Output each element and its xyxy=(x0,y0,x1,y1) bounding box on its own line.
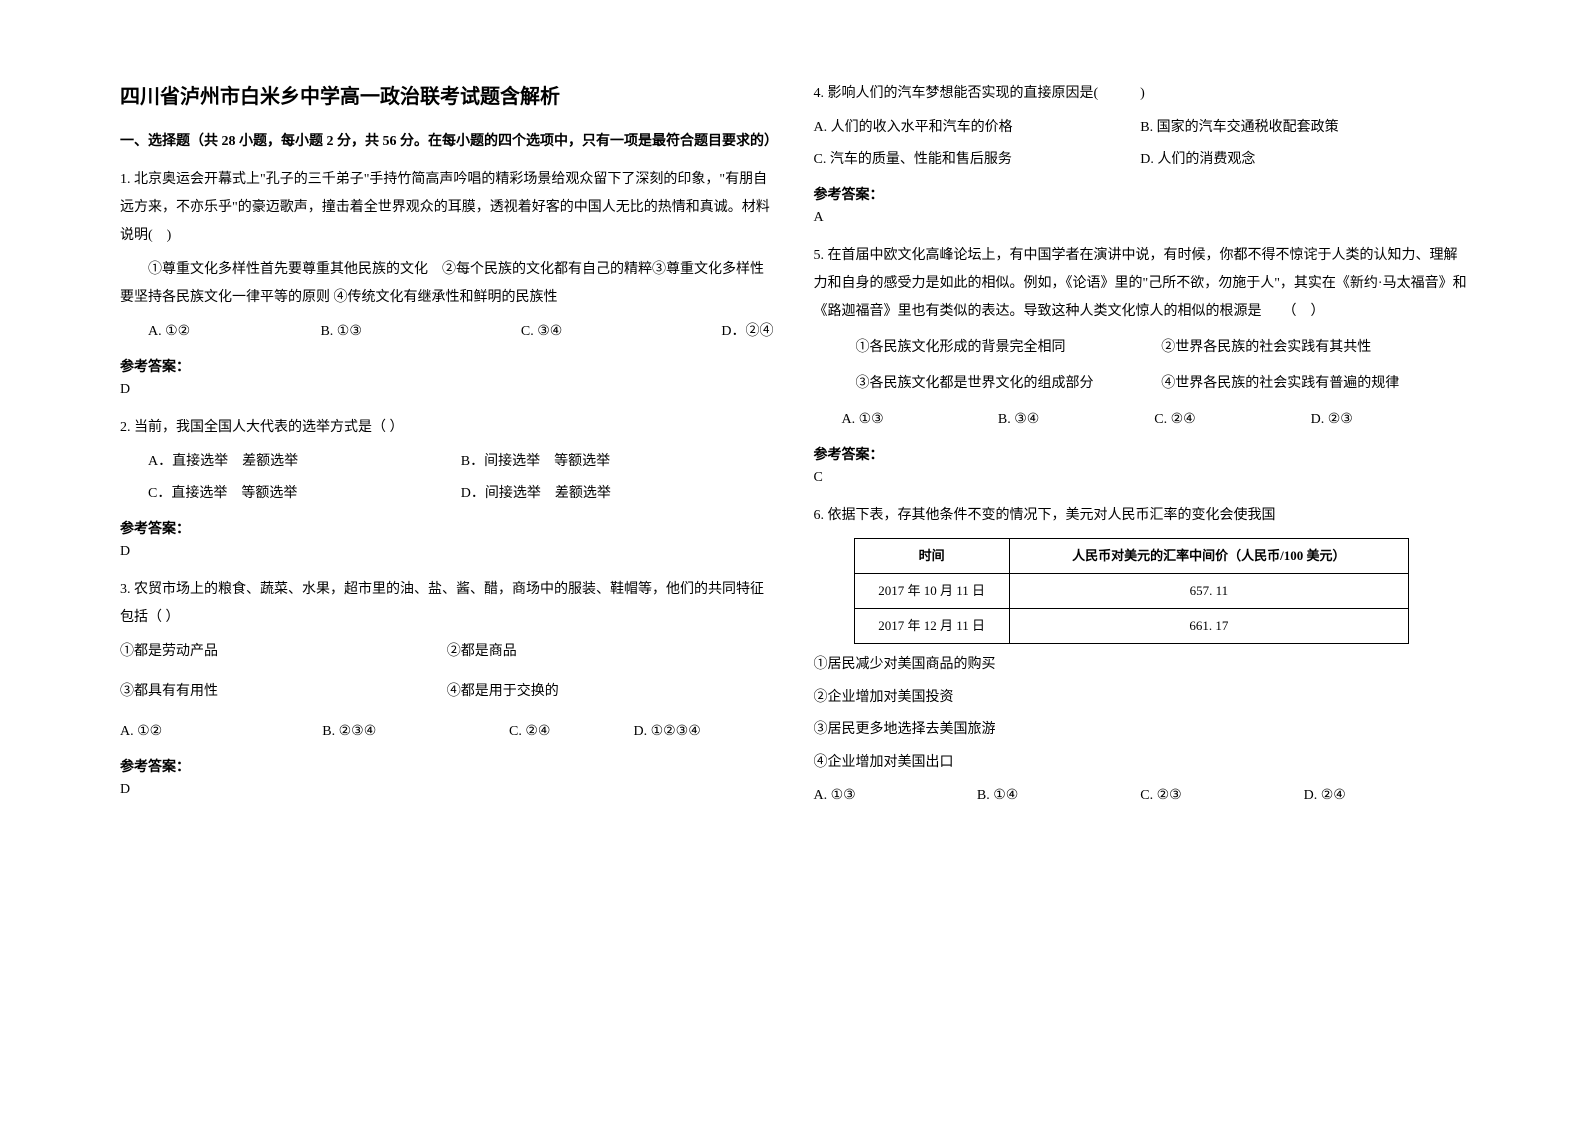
q1-optB: B. ①③ xyxy=(320,318,520,346)
question-6: 6. 依据下表，存其他条件不变的情况下，美元对人民币汇率的变化会使我国 时间 人… xyxy=(814,502,1468,810)
q2-optD: D．间接选举 差额选举 xyxy=(461,480,774,508)
left-column: 四川省泸州市白米乡中学高一政治联考试题含解析 一、选择题（共 28 小题，每小题… xyxy=(100,80,794,1082)
q4-answer: A xyxy=(814,210,1468,226)
q5-optC: C. ②④ xyxy=(1154,406,1310,434)
q2-stem: 2. 当前，我国全国人大代表的选举方式是（ ） xyxy=(120,414,774,442)
q6-optC: C. ②③ xyxy=(1140,782,1303,810)
q6-r1c0: 2017 年 12 月 11 日 xyxy=(854,609,1009,644)
q6-optA: A. ①③ xyxy=(814,782,977,810)
q5-options: A. ①③ B. ③④ C. ②④ D. ②③ xyxy=(814,406,1468,434)
q1-optC: C. ③④ xyxy=(521,318,721,346)
q4-optD: D. 人们的消费观念 xyxy=(1140,146,1467,174)
q3-optD: D. ①②③④ xyxy=(633,718,773,746)
q5-optD: D. ②③ xyxy=(1311,406,1467,434)
table-row: 2017 年 12 月 11 日 661. 17 xyxy=(854,609,1408,644)
question-3: 3. 农贸市场上的粮食、蔬菜、水果，超市里的油、盐、酱、醋，商场中的服装、鞋帽等… xyxy=(120,576,774,746)
q5-o3: ③各民族文化都是世界文化的组成部分 xyxy=(856,370,1162,398)
section-header: 一、选择题（共 28 小题，每小题 2 分，共 56 分。在每小题的四个选项中，… xyxy=(120,129,774,154)
q3-subopts-row2: ③都具有有用性 ④都是用于交换的 xyxy=(120,678,774,706)
question-1: 1. 北京奥运会开幕式上"孔子的三千弟子"手持竹简高声吟唱的精彩场景给观众留下了… xyxy=(120,166,774,346)
q6-o4: ④企业增加对美国出口 xyxy=(814,750,1468,777)
q2-answer: D xyxy=(120,544,774,560)
q3-answer-label: 参考答案： xyxy=(120,756,774,776)
document-title: 四川省泸州市白米乡中学高一政治联考试题含解析 xyxy=(120,80,774,109)
q6-o2: ②企业增加对美国投资 xyxy=(814,685,1468,712)
q5-subopts-row2: ③各民族文化都是世界文化的组成部分 ④世界各民族的社会实践有普遍的规律 xyxy=(814,370,1468,398)
q3-options: A. ①② B. ②③④ C. ②④ D. ①②③④ xyxy=(120,718,774,746)
q6-options: A. ①③ B. ①④ C. ②③ D. ②④ xyxy=(814,782,1468,810)
q3-answer: D xyxy=(120,782,774,798)
q3-optC: C. ②④ xyxy=(509,718,633,746)
q5-optB: B. ③④ xyxy=(998,406,1154,434)
q1-stem2: ①尊重文化多样性首先要尊重其他民族的文化 ②每个民族的文化都有自己的精粹③尊重文… xyxy=(120,256,774,312)
q4-optA: A. 人们的收入水平和汽车的价格 xyxy=(814,114,1141,142)
q2-optC: C．直接选举 等额选举 xyxy=(148,480,461,508)
q1-stem1: 1. 北京奥运会开幕式上"孔子的三千弟子"手持竹简高声吟唱的精彩场景给观众留下了… xyxy=(120,166,774,250)
q6-r1c1: 661. 17 xyxy=(1009,609,1408,644)
right-column: 4. 影响人们的汽车梦想能否实现的直接原因是( ) A. 人们的收入水平和汽车的… xyxy=(794,80,1488,1082)
q2-optA: A．直接选举 差额选举 xyxy=(148,448,461,476)
q5-o4: ④世界各民族的社会实践有普遍的规律 xyxy=(1161,370,1467,398)
q6-stem: 6. 依据下表，存其他条件不变的情况下，美元对人民币汇率的变化会使我国 xyxy=(814,502,1468,530)
q5-o1: ①各民族文化形成的背景完全相同 xyxy=(856,334,1162,362)
q4-stem: 4. 影响人们的汽车梦想能否实现的直接原因是( ) xyxy=(814,80,1468,108)
q4-optC: C. 汽车的质量、性能和售后服务 xyxy=(814,146,1141,174)
q6-o3: ③居民更多地选择去美国旅游 xyxy=(814,717,1468,744)
q4-answer-label: 参考答案： xyxy=(814,184,1468,204)
q4-options: A. 人们的收入水平和汽车的价格 B. 国家的汽车交通税收配套政策 C. 汽车的… xyxy=(814,114,1468,174)
q6-th0: 时间 xyxy=(854,539,1009,574)
q6-o1: ①居民减少对美国商品的购买 xyxy=(814,652,1468,679)
q3-o3: ③都具有有用性 xyxy=(120,678,447,706)
q6-optB: B. ①④ xyxy=(977,782,1140,810)
q3-stem: 3. 农贸市场上的粮食、蔬菜、水果，超市里的油、盐、酱、醋，商场中的服装、鞋帽等… xyxy=(120,576,774,632)
q1-options: A. ①② B. ①③ C. ③④ D．②④ xyxy=(120,318,774,346)
q6-th1: 人民币对美元的汇率中间价（人民币/100 美元） xyxy=(1009,539,1408,574)
q6-optD: D. ②④ xyxy=(1304,782,1467,810)
question-4: 4. 影响人们的汽车梦想能否实现的直接原因是( ) A. 人们的收入水平和汽车的… xyxy=(814,80,1468,174)
q3-o1: ①都是劳动产品 xyxy=(120,638,447,666)
table-header-row: 时间 人民币对美元的汇率中间价（人民币/100 美元） xyxy=(854,539,1408,574)
q5-answer: C xyxy=(814,470,1468,486)
q2-answer-label: 参考答案： xyxy=(120,518,774,538)
table-row: 2017 年 10 月 11 日 657. 11 xyxy=(854,574,1408,609)
q3-o4: ④都是用于交换的 xyxy=(447,678,774,706)
q1-answer-label: 参考答案： xyxy=(120,356,774,376)
q2-options: A．直接选举 差额选举 B．间接选举 等额选举 C．直接选举 等额选举 D．间接… xyxy=(120,448,774,508)
q1-optA: A. ①② xyxy=(120,318,320,346)
q5-stem: 5. 在首届中欧文化高峰论坛上，有中国学者在演讲中说，有时候，你都不得不惊诧于人… xyxy=(814,242,1468,326)
q3-subopts-row1: ①都是劳动产品 ②都是商品 xyxy=(120,638,774,666)
q6-r0c1: 657. 11 xyxy=(1009,574,1408,609)
q4-optB: B. 国家的汽车交通税收配套政策 xyxy=(1140,114,1467,142)
q2-optB: B．间接选举 等额选举 xyxy=(461,448,774,476)
question-5: 5. 在首届中欧文化高峰论坛上，有中国学者在演讲中说，有时候，你都不得不惊诧于人… xyxy=(814,242,1468,434)
q3-optA: A. ①② xyxy=(120,718,322,746)
q1-optD: D．②④ xyxy=(721,318,773,346)
q6-table: 时间 人民币对美元的汇率中间价（人民币/100 美元） 2017 年 10 月 … xyxy=(854,538,1409,644)
question-2: 2. 当前，我国全国人大代表的选举方式是（ ） A．直接选举 差额选举 B．间接… xyxy=(120,414,774,508)
q5-subopts-row1: ①各民族文化形成的背景完全相同 ②世界各民族的社会实践有其共性 xyxy=(814,334,1468,362)
q3-optB: B. ②③④ xyxy=(322,718,509,746)
q6-r0c0: 2017 年 10 月 11 日 xyxy=(854,574,1009,609)
q5-answer-label: 参考答案： xyxy=(814,444,1468,464)
q5-optA: A. ①③ xyxy=(842,406,998,434)
q5-o2: ②世界各民族的社会实践有其共性 xyxy=(1161,334,1467,362)
q3-o2: ②都是商品 xyxy=(447,638,774,666)
q1-answer: D xyxy=(120,382,774,398)
